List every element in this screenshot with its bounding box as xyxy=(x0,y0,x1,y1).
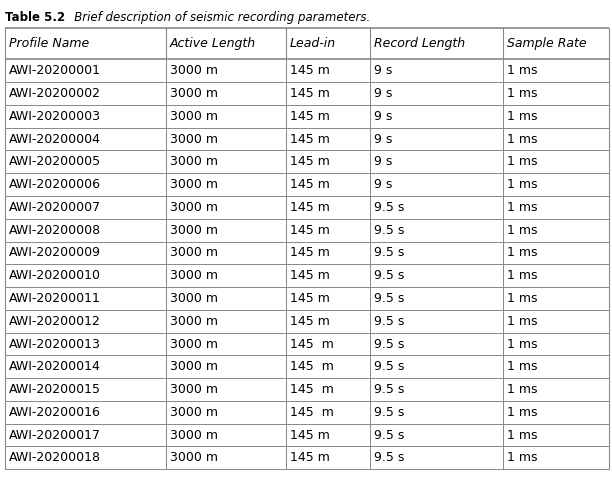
Text: 145 m: 145 m xyxy=(290,224,330,237)
Text: 145 m: 145 m xyxy=(290,451,330,464)
Text: 9.5 s: 9.5 s xyxy=(374,338,405,350)
Text: 3000 m: 3000 m xyxy=(170,247,218,259)
Text: 145 m: 145 m xyxy=(290,110,330,123)
Text: 1 ms: 1 ms xyxy=(507,87,537,100)
Text: 1 ms: 1 ms xyxy=(507,64,537,77)
Text: AWI-20200018: AWI-20200018 xyxy=(9,451,100,464)
Text: AWI-20200008: AWI-20200008 xyxy=(9,224,101,237)
Text: Brief description of seismic recording parameters.: Brief description of seismic recording p… xyxy=(63,11,370,24)
Text: 145 m: 145 m xyxy=(290,201,330,214)
Text: 1 ms: 1 ms xyxy=(507,110,537,123)
Text: 1 ms: 1 ms xyxy=(507,133,537,146)
Text: 145 m: 145 m xyxy=(290,269,330,282)
Text: AWI-20200009: AWI-20200009 xyxy=(9,247,100,259)
Text: 1 ms: 1 ms xyxy=(507,292,537,305)
Text: 3000 m: 3000 m xyxy=(170,178,218,191)
Text: 1 ms: 1 ms xyxy=(507,383,537,396)
Text: 3000 m: 3000 m xyxy=(170,224,218,237)
Text: 1 ms: 1 ms xyxy=(507,315,537,328)
Text: 1 ms: 1 ms xyxy=(507,224,537,237)
Text: 9 s: 9 s xyxy=(374,178,392,191)
Text: 145 m: 145 m xyxy=(290,247,330,259)
Text: 1 ms: 1 ms xyxy=(507,360,537,373)
Text: 145 m: 145 m xyxy=(290,87,330,100)
Text: AWI-20200005: AWI-20200005 xyxy=(9,155,101,168)
Text: 3000 m: 3000 m xyxy=(170,269,218,282)
Text: 3000 m: 3000 m xyxy=(170,155,218,168)
Text: 3000 m: 3000 m xyxy=(170,133,218,146)
Text: 3000 m: 3000 m xyxy=(170,87,218,100)
Text: 9.5 s: 9.5 s xyxy=(374,315,405,328)
Text: 145 m: 145 m xyxy=(290,292,330,305)
Text: AWI-20200017: AWI-20200017 xyxy=(9,429,100,442)
Text: 9.5 s: 9.5 s xyxy=(374,383,405,396)
Text: AWI-20200004: AWI-20200004 xyxy=(9,133,100,146)
Text: 3000 m: 3000 m xyxy=(170,292,218,305)
Text: AWI-20200013: AWI-20200013 xyxy=(9,338,100,350)
Text: 9 s: 9 s xyxy=(374,87,392,100)
Text: 1 ms: 1 ms xyxy=(507,247,537,259)
Text: AWI-20200007: AWI-20200007 xyxy=(9,201,101,214)
Text: 145  m: 145 m xyxy=(290,338,334,350)
Text: 9 s: 9 s xyxy=(374,64,392,77)
Text: 3000 m: 3000 m xyxy=(170,360,218,373)
Text: AWI-20200011: AWI-20200011 xyxy=(9,292,100,305)
Text: 145  m: 145 m xyxy=(290,360,334,373)
Text: 9.5 s: 9.5 s xyxy=(374,292,405,305)
Text: 145 m: 145 m xyxy=(290,315,330,328)
Text: AWI-20200006: AWI-20200006 xyxy=(9,178,100,191)
Text: Profile Name: Profile Name xyxy=(9,37,89,50)
Text: AWI-20200003: AWI-20200003 xyxy=(9,110,100,123)
Text: 3000 m: 3000 m xyxy=(170,64,218,77)
Text: 1 ms: 1 ms xyxy=(507,178,537,191)
Text: AWI-20200001: AWI-20200001 xyxy=(9,64,100,77)
Text: 3000 m: 3000 m xyxy=(170,338,218,350)
Text: 3000 m: 3000 m xyxy=(170,110,218,123)
Text: 145 m: 145 m xyxy=(290,64,330,77)
Text: 9 s: 9 s xyxy=(374,133,392,146)
Text: 3000 m: 3000 m xyxy=(170,201,218,214)
Text: 1 ms: 1 ms xyxy=(507,406,537,419)
Text: 3000 m: 3000 m xyxy=(170,406,218,419)
Text: 9.5 s: 9.5 s xyxy=(374,451,405,464)
Text: 3000 m: 3000 m xyxy=(170,383,218,396)
Text: 1 ms: 1 ms xyxy=(507,269,537,282)
Text: 9.5 s: 9.5 s xyxy=(374,429,405,442)
Text: 145  m: 145 m xyxy=(290,406,334,419)
Text: AWI-20200014: AWI-20200014 xyxy=(9,360,100,373)
Text: Sample Rate: Sample Rate xyxy=(507,37,586,50)
Text: 145 m: 145 m xyxy=(290,155,330,168)
Text: AWI-20200010: AWI-20200010 xyxy=(9,269,100,282)
Text: 1 ms: 1 ms xyxy=(507,429,537,442)
Text: 9 s: 9 s xyxy=(374,155,392,168)
Text: 9.5 s: 9.5 s xyxy=(374,224,405,237)
Text: 145 m: 145 m xyxy=(290,178,330,191)
Text: 145  m: 145 m xyxy=(290,383,334,396)
Text: AWI-20200016: AWI-20200016 xyxy=(9,406,100,419)
Text: 9.5 s: 9.5 s xyxy=(374,247,405,259)
Text: 1 ms: 1 ms xyxy=(507,201,537,214)
Text: 145 m: 145 m xyxy=(290,133,330,146)
Text: 1 ms: 1 ms xyxy=(507,338,537,350)
Text: Table 5.2: Table 5.2 xyxy=(5,11,65,24)
Text: Record Length: Record Length xyxy=(374,37,465,50)
Text: 9 s: 9 s xyxy=(374,110,392,123)
Text: 1 ms: 1 ms xyxy=(507,155,537,168)
Text: 9.5 s: 9.5 s xyxy=(374,269,405,282)
Text: Active Length: Active Length xyxy=(170,37,256,50)
Text: AWI-20200012: AWI-20200012 xyxy=(9,315,100,328)
Text: 3000 m: 3000 m xyxy=(170,451,218,464)
Text: 3000 m: 3000 m xyxy=(170,429,218,442)
Text: AWI-20200015: AWI-20200015 xyxy=(9,383,100,396)
Text: Lead-in: Lead-in xyxy=(290,37,336,50)
Text: AWI-20200002: AWI-20200002 xyxy=(9,87,100,100)
Text: 9.5 s: 9.5 s xyxy=(374,201,405,214)
Text: 145 m: 145 m xyxy=(290,429,330,442)
Text: 3000 m: 3000 m xyxy=(170,315,218,328)
Text: 9.5 s: 9.5 s xyxy=(374,406,405,419)
Text: 1 ms: 1 ms xyxy=(507,451,537,464)
Text: 9.5 s: 9.5 s xyxy=(374,360,405,373)
